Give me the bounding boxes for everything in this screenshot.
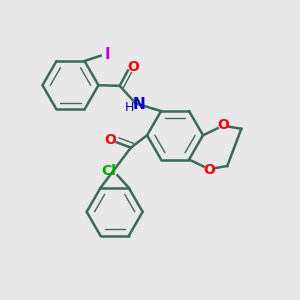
- Text: Cl: Cl: [101, 164, 116, 178]
- Text: O: O: [127, 60, 139, 74]
- Text: O: O: [104, 133, 116, 147]
- Text: H: H: [125, 100, 134, 113]
- Text: N: N: [132, 97, 145, 112]
- Text: I: I: [104, 47, 110, 62]
- Text: O: O: [217, 118, 229, 132]
- Text: O: O: [203, 163, 215, 176]
